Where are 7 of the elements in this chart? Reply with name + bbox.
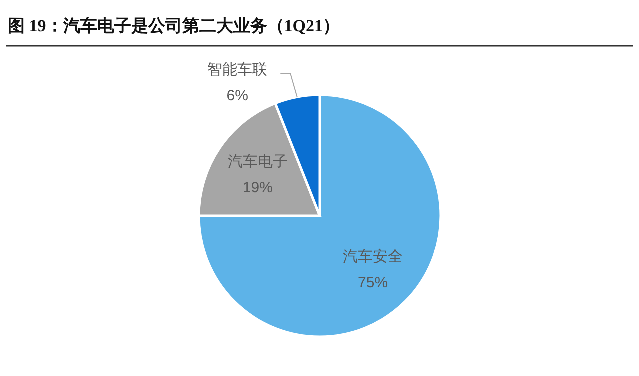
slice-label: 汽车安全 [343,248,404,266]
data-label: 19% [242,179,273,196]
slice-label: 汽车电子 [228,153,288,170]
data-label: 6% [226,87,248,104]
data-label: 75% [358,274,388,292]
chart-title: 图 19：汽车电子是公司第二大业务（1Q21） [8,16,340,36]
slice-label: 智能车联 [208,61,268,78]
